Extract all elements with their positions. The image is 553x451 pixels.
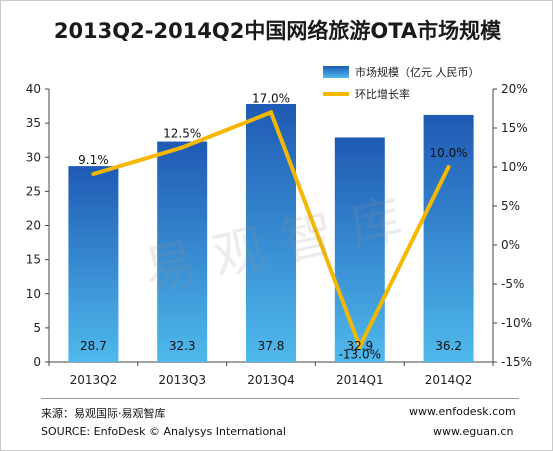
growth-point xyxy=(269,110,273,115)
y-left-tick-label: 10 xyxy=(26,287,41,301)
bar xyxy=(423,114,474,362)
y-right-tick-label: 15% xyxy=(501,121,528,135)
growth-value-label: -13.0% xyxy=(339,347,381,361)
chart-axes: 0 5 10 15 20 25 30 35 40 -15% -10% -5% 0% 5% 10% 15% 20%… xyxy=(26,82,532,387)
growth-value-label: 9.1% xyxy=(78,153,109,167)
growth-point xyxy=(357,344,362,349)
legend-line-swatch xyxy=(323,92,349,96)
y-left-tick-label: 30 xyxy=(26,150,41,164)
legend-bar-label: 市场规模（亿元 人民币） xyxy=(355,66,480,79)
y-left-tick-label: 0 xyxy=(33,355,41,369)
growth-value-label: 10.0% xyxy=(430,146,468,160)
bar xyxy=(246,104,296,362)
x-tick-label: 2013Q3 xyxy=(158,373,206,387)
y-left-tick-label: 35 xyxy=(26,116,41,130)
bar xyxy=(334,137,385,362)
y-left-tick-label: 20 xyxy=(26,219,41,233)
growth-point xyxy=(91,172,96,177)
footer-source-cn: 来源：易观国际·易观智库 xyxy=(41,407,166,420)
bar-value-label: 32.9 xyxy=(346,339,373,353)
legend-bar-swatch xyxy=(323,66,349,78)
growth-point xyxy=(180,145,185,150)
x-tick-label: 2013Q4 xyxy=(247,373,295,387)
bar xyxy=(68,166,119,362)
y-right-tick-label: -15% xyxy=(501,355,532,369)
chart-plot: 0 5 10 15 20 25 30 35 40 -15% -10% -5% 0% 5% 10% 15% 20%… xyxy=(26,82,532,387)
growth-point xyxy=(446,165,451,169)
x-tick-label: 2014Q1 xyxy=(336,373,384,387)
y-left-tick-label: 40 xyxy=(26,82,41,96)
chart-labels: 28.7 32.3 37.8 32.9 36.2 9.1% 12.5% 17.0% -13.0%… xyxy=(78,91,468,361)
bar-value-label: 37.8 xyxy=(258,339,285,353)
y-left-tick-label: 25 xyxy=(26,184,41,198)
chart-line xyxy=(91,109,451,352)
legend-item-line: 环比增长率 xyxy=(323,83,480,105)
growth-value-label: 17.0% xyxy=(252,91,290,105)
x-tick-label: 2013Q2 xyxy=(70,373,118,387)
legend-item-bar: 市场规模（亿元 人民币） xyxy=(323,61,480,83)
bar-value-label: 36.2 xyxy=(435,339,462,353)
bar-value-label: 28.7 xyxy=(80,339,107,353)
y-right-tick-label: 20% xyxy=(501,82,528,96)
y-left-tick-label: 15 xyxy=(26,253,41,267)
footer-divider xyxy=(41,398,519,399)
footer-url-enfodesk: www.enfodesk.com xyxy=(409,405,516,418)
y-right-tick-label: 0% xyxy=(501,238,520,252)
growth-value-label: 12.5% xyxy=(163,127,201,141)
y-right-tick-label: -10% xyxy=(501,316,532,330)
bar xyxy=(157,141,208,362)
y-right-tick-label: 5% xyxy=(501,199,520,213)
y-right-tick-label: 10% xyxy=(501,160,528,174)
y-left-tick-label: 5 xyxy=(33,321,41,335)
legend-line-label: 环比增长率 xyxy=(355,88,410,101)
bar-value-label: 32.3 xyxy=(169,339,196,353)
footer-url-eguan: www.eguan.cn xyxy=(433,425,514,438)
x-tick-label: 2014Q2 xyxy=(425,373,473,387)
footer-source-en: SOURCE: EnfoDesk © Analysys Internationa… xyxy=(41,425,286,438)
chart-legend: 市场规模（亿元 人民币） 环比增长率 xyxy=(323,61,480,105)
y-right-tick-label: -5% xyxy=(501,277,524,291)
chart-title: 2013Q2-2014Q2中国网络旅游OTA市场规模 xyxy=(53,19,502,43)
chart-bars xyxy=(68,104,474,362)
